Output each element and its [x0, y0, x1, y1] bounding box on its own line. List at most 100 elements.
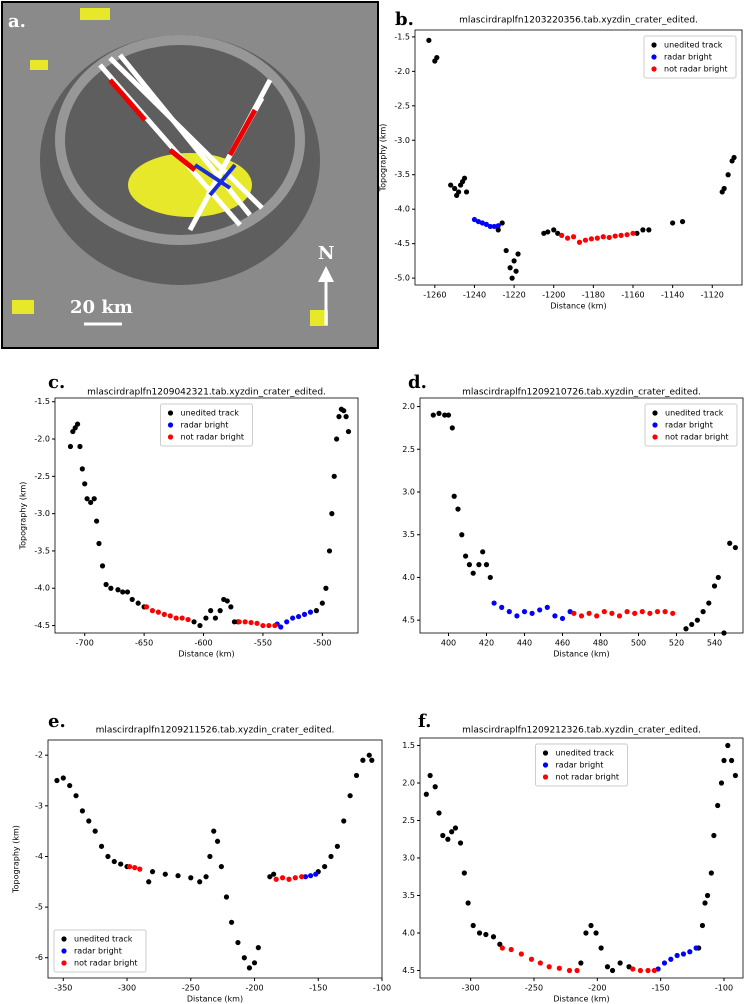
- series: [471, 216, 501, 230]
- data-point: [162, 871, 168, 877]
- north-arrowhead: [318, 266, 334, 282]
- legend-marker: [61, 936, 67, 942]
- tracks-red: [108, 78, 258, 172]
- plot-frame: [419, 397, 744, 634]
- y-tick-label: 3.0: [402, 488, 415, 497]
- data-point: [334, 843, 340, 849]
- data-point: [729, 757, 735, 764]
- data-point: [336, 414, 342, 420]
- y-tick-label: -2.5: [394, 101, 410, 110]
- data-point: [360, 757, 366, 763]
- legend-label: not radar bright: [181, 433, 245, 442]
- legend-label: unedited track: [74, 935, 133, 944]
- data-point: [246, 965, 253, 971]
- data-point: [559, 615, 566, 622]
- data-point: [461, 870, 467, 876]
- data-point: [480, 549, 486, 555]
- data-point: [302, 874, 309, 880]
- data-point: [179, 615, 185, 621]
- data-point: [508, 946, 514, 953]
- x-tick-label: -600: [194, 639, 212, 648]
- data-point: [341, 408, 347, 414]
- data-point: [279, 875, 286, 881]
- x-tick-label: -1120: [701, 291, 724, 300]
- data-point: [126, 863, 133, 870]
- data-point: [609, 610, 615, 616]
- data-point: [445, 836, 451, 842]
- data-point: [442, 412, 448, 418]
- y-tick-label: 1.5: [402, 741, 415, 750]
- data-point: [242, 619, 248, 625]
- panel-label: b.: [395, 9, 414, 30]
- legend-label: not radar bright: [664, 65, 728, 74]
- data-point: [207, 853, 213, 860]
- legend-box: [160, 403, 253, 447]
- data-point: [503, 247, 509, 254]
- data-point: [725, 172, 731, 178]
- data-point: [91, 496, 97, 502]
- data-point: [92, 828, 98, 834]
- data-point: [86, 818, 92, 824]
- data-point: [273, 876, 279, 882]
- x-tick-label: -100: [715, 984, 733, 993]
- data-point: [286, 876, 292, 882]
- legend-marker: [167, 434, 174, 440]
- data-point: [295, 613, 302, 620]
- x-tick-label: -250: [182, 984, 200, 993]
- x-tick-label: -1160: [621, 291, 644, 300]
- data-point: [248, 619, 254, 626]
- data-point: [601, 609, 607, 615]
- data-point: [598, 945, 604, 951]
- legend-marker: [651, 54, 657, 60]
- legend-marker: [542, 762, 549, 768]
- data-point: [457, 840, 464, 846]
- series: [302, 871, 319, 880]
- data-point: [521, 609, 528, 615]
- x-tick-label: -1240: [463, 291, 486, 300]
- x-tick-label: -300: [462, 984, 480, 993]
- data-point: [267, 874, 273, 880]
- x-tick-label: -200: [588, 984, 606, 993]
- data-point: [341, 818, 347, 824]
- data-point: [566, 967, 573, 974]
- data-point: [323, 585, 329, 591]
- y-tick-label: -4.5: [394, 239, 410, 248]
- data-point: [511, 258, 517, 264]
- x-tick-label: -100: [373, 984, 391, 993]
- data-point: [88, 499, 94, 506]
- y-tick-label: -5.0: [394, 274, 410, 283]
- data-point: [307, 609, 314, 615]
- data-point: [570, 234, 577, 240]
- data-point: [559, 232, 565, 238]
- data-point: [292, 875, 298, 881]
- data-point: [278, 624, 284, 630]
- legend-label: radar bright: [665, 421, 713, 430]
- x-tick-label: -650: [135, 639, 153, 648]
- data-point: [463, 553, 469, 559]
- data-point: [175, 873, 181, 879]
- data-point: [214, 838, 221, 844]
- x-tick-label: -250: [525, 984, 543, 993]
- image-panel: a. 20 km N: [1, 1, 379, 349]
- data-point: [212, 615, 219, 621]
- data-point: [689, 621, 695, 628]
- data-point: [661, 960, 668, 966]
- legend-label: unedited track: [556, 749, 615, 758]
- data-point: [452, 825, 459, 831]
- crater-rim: [55, 35, 305, 245]
- data-point: [487, 223, 493, 230]
- data-point: [167, 613, 173, 619]
- data-point: [578, 613, 585, 619]
- y-tick-label: -2.5: [34, 472, 50, 481]
- data-point: [129, 596, 135, 603]
- data-point: [670, 610, 676, 616]
- y-tick-label: -3.0: [34, 509, 50, 518]
- data-point: [593, 930, 599, 936]
- data-point: [604, 964, 611, 970]
- data-point: [255, 945, 261, 951]
- data-point: [290, 615, 296, 621]
- data-point: [583, 930, 589, 936]
- data-point: [313, 608, 320, 614]
- y-tick-label: -2.0: [34, 435, 50, 444]
- data-point: [551, 227, 557, 233]
